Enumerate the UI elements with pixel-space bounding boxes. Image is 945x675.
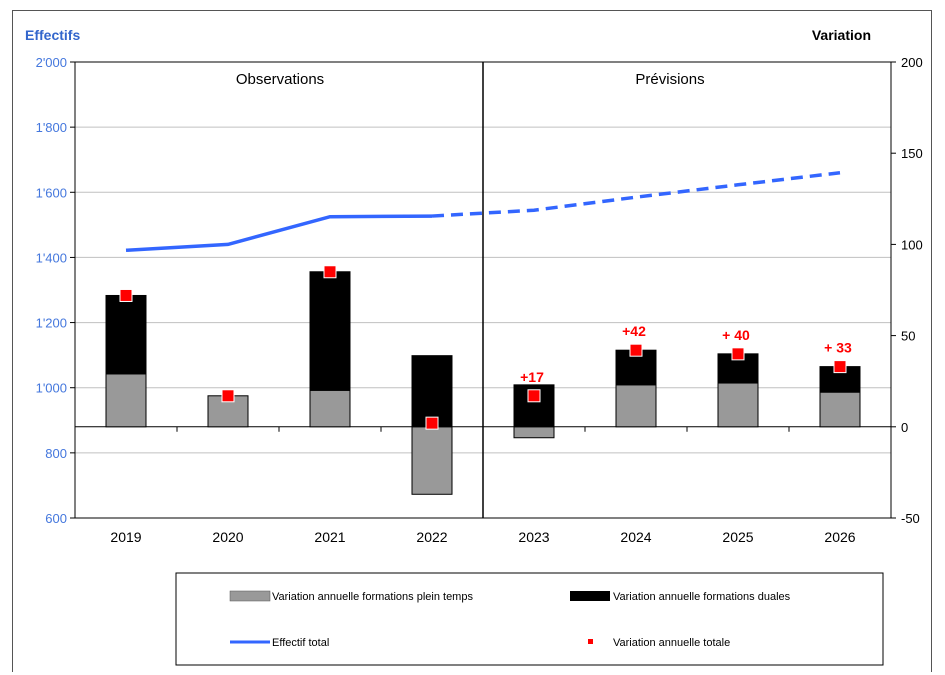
- left-tick-label: 1'200: [36, 316, 67, 331]
- bar-plein-temps: [717, 382, 759, 428]
- left-axis-title: Effectifs: [25, 27, 80, 43]
- right-tick-label: 200: [901, 55, 923, 70]
- x-tick-label: 2023: [518, 529, 549, 545]
- data-label: +17: [520, 369, 544, 385]
- right-tick-label: 100: [901, 237, 923, 252]
- labels: +17 +42 + 40 + 33: [520, 323, 852, 385]
- bar-duales: [105, 294, 147, 375]
- left-tick-label: 1'400: [36, 250, 67, 265]
- marker-variation-totale: [119, 288, 133, 302]
- grid: 600 800 1'000 1'200 1'400 1'600 1'800 2'000 -50 0…: [36, 55, 923, 545]
- legend-swatch-plein-temps: [229, 590, 271, 602]
- right-tick-label: 0: [901, 420, 908, 435]
- marker-variation-totale: [221, 389, 235, 403]
- right-tick-label: 150: [901, 146, 923, 161]
- right-tick-label: 50: [901, 329, 915, 344]
- marker-variation-totale: [527, 389, 541, 403]
- bar-plein-temps: [309, 389, 351, 428]
- left-tick-label: 800: [45, 446, 67, 461]
- right-tick-label: -50: [901, 511, 920, 526]
- legend-box: [175, 572, 884, 666]
- x-tick-label: 2024: [620, 529, 651, 545]
- data-label: + 33: [824, 340, 852, 356]
- x-tick-label: 2026: [824, 529, 855, 545]
- marker-variation-totale: [425, 416, 439, 430]
- chart-frame: [12, 10, 932, 672]
- line-effectif-previsions: [431, 171, 841, 218]
- x-tick-label: 2019: [110, 529, 141, 545]
- bar-duales: [411, 355, 453, 428]
- section-label-observations: Observations: [236, 71, 324, 88]
- section-label-previsions: Prévisions: [635, 71, 704, 88]
- marker-variation-totale: [833, 360, 847, 374]
- legend-label-variation-totale: Variation annuelle totale: [613, 637, 730, 649]
- line-effectif-observations: [125, 214, 433, 253]
- bar-plein-temps: [819, 391, 861, 428]
- right-axis-title: Variation: [812, 27, 871, 43]
- marker-variation-totale: [731, 347, 745, 361]
- x-tick-label: 2021: [314, 529, 345, 545]
- markers: [119, 265, 847, 430]
- legend-swatch-variation-totale: [588, 639, 593, 644]
- legend-label-plein-temps: Variation annuelle formations plein temp…: [272, 591, 473, 603]
- data-label: +42: [622, 323, 646, 339]
- legend-label-duales: Variation annuelle formations duales: [613, 591, 791, 603]
- marker-variation-totale: [323, 265, 337, 279]
- bar-plein-temps: [105, 373, 147, 428]
- data-label: + 40: [722, 327, 750, 343]
- left-tick-label: 600: [45, 511, 67, 526]
- bar-duales: [309, 271, 351, 391]
- bars: [105, 271, 861, 495]
- bar-plein-temps: [615, 384, 657, 428]
- left-tick-label: 1'000: [36, 381, 67, 396]
- left-tick-label: 2'000: [36, 55, 67, 70]
- x-tick-label: 2020: [212, 529, 243, 545]
- bar-duales: [819, 366, 861, 393]
- bar-plein-temps: [513, 426, 555, 439]
- line-series: [125, 171, 841, 253]
- legend-label-effectif: Effectif total: [272, 637, 329, 649]
- left-tick-label: 1'800: [36, 120, 67, 135]
- left-tick-label: 1'600: [36, 185, 67, 200]
- x-tick-label: 2025: [722, 529, 753, 545]
- marker-variation-totale: [629, 343, 643, 357]
- x-tick-label: 2022: [416, 529, 447, 545]
- bar-plein-temps: [411, 426, 453, 495]
- legend-swatch-duales: [570, 591, 610, 601]
